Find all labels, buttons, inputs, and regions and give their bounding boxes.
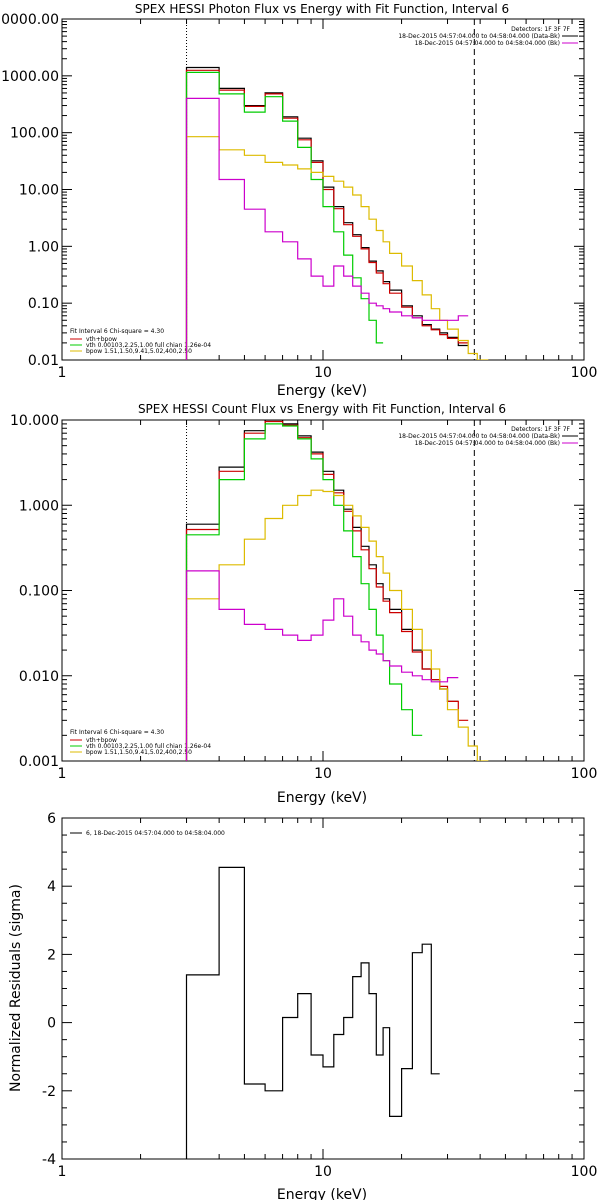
y-tick-label: 1.00 <box>28 239 59 255</box>
y-tick-label: 0000.00 <box>1 12 59 28</box>
x-tick-label: 100 <box>571 1164 598 1180</box>
series-vth <box>185 423 423 761</box>
legend-fit-interval: Fit Interval 6 Chi-square = 4.30 <box>70 328 164 335</box>
legend-top-right: Detectors: 1F 3F 7F 18-Dec-2015 04:57:04… <box>398 426 578 447</box>
x-axis-label: Energy (keV) <box>277 1187 367 1200</box>
x-tick-label: 100 <box>571 365 598 381</box>
chart-title: SPEX HESSI Count Flux vs Energy with Fit… <box>138 402 506 416</box>
y-tick-label: -2 <box>42 1084 56 1100</box>
legend-data-bk: 18-Dec-2015 04:57:04.000 to 04:58:04.000… <box>398 33 560 40</box>
series-bpow <box>185 136 489 360</box>
legend-bpow: bpow 1.51,1.50,9.41,5.02,400,2.50 <box>86 749 192 756</box>
y-tick-label: -4 <box>42 1152 56 1168</box>
legend-top-right: Detectors: 1F 3F 7F 18-Dec-2015 04:57:04… <box>398 26 578 47</box>
x-tick-label: 10 <box>314 365 332 381</box>
series-total <box>185 420 469 761</box>
y-tick-label: 100.00 <box>10 126 59 142</box>
x-tick-label: 100 <box>571 766 598 782</box>
series-total <box>185 69 469 360</box>
x-tick-label: 1 <box>58 365 67 381</box>
x-tick-label: 10 <box>314 1164 332 1180</box>
y-tick-label: 6 <box>47 811 56 827</box>
y-tick-label: 2 <box>47 947 56 963</box>
y-tick-label: 1000.00 <box>1 69 59 85</box>
legend-detectors: Detectors: 1F 3F 7F <box>511 26 570 33</box>
x-axis-label: Energy (keV) <box>277 790 367 806</box>
legend-data-bk: 18-Dec-2015 04:57:04.000 to 04:58:04.000… <box>398 433 560 440</box>
y-tick-label: 10.000 <box>10 413 59 429</box>
y-tick-label: 10.00 <box>19 183 59 199</box>
legend-residuals: 6, 18-Dec-2015 04:57:04.000 to 04:58:04.… <box>86 830 225 837</box>
y-tick-label: 4 <box>47 879 56 895</box>
y-tick-label: 0.10 <box>28 296 59 312</box>
y-tick-label: 0.010 <box>19 669 59 685</box>
count-flux-panel: SPEX HESSI Count Flux vs Energy with Fit… <box>10 402 597 806</box>
legend-bpow: bpow 1.51,1.50,9.41,5.02,400,2.50 <box>86 348 192 355</box>
legend-detectors: Detectors: 1F 3F 7F <box>511 426 570 433</box>
x-tick-label: 1 <box>58 1164 67 1180</box>
x-axis-label: Energy (keV) <box>277 383 367 399</box>
residuals-panel: Energy (keV) Normalized Residuals (sigma… <box>8 811 597 1200</box>
legend-top-left: 6, 18-Dec-2015 04:57:04.000 to 04:58:04.… <box>70 830 225 837</box>
plot-frame <box>61 817 585 1160</box>
y-tick-label: 0 <box>47 1016 56 1032</box>
legend-bk: 18-Dec-2015 04:57:04.000 to 04:58:04.000… <box>415 40 560 47</box>
legend-total: vth+bpow <box>86 336 117 343</box>
series-bpow <box>185 489 489 761</box>
y-tick-label: 0.100 <box>19 584 59 600</box>
legend-bottom-left: Fit Interval 6 Chi-square = 4.30 vth+bpo… <box>70 729 211 756</box>
chart-title: SPEX HESSI Photon Flux vs Energy with Fi… <box>135 2 509 16</box>
x-tick-label: 1 <box>58 766 67 782</box>
series-residuals <box>185 866 440 1159</box>
y-axis-label: Normalized Residuals (sigma) <box>8 884 24 1092</box>
x-tick-label: 10 <box>314 766 332 782</box>
series-vth <box>185 71 384 360</box>
legend-vth: vth 0.00103,2.25,1.00 full chian 1.26e-0… <box>86 342 211 349</box>
series-background <box>185 570 459 761</box>
y-tick-label: 0.001 <box>19 754 59 770</box>
series-data <box>185 66 469 360</box>
legend-vth: vth 0.00103,2.25,1.00 full chian 1.26e-0… <box>86 743 211 750</box>
y-tick-label: 1.000 <box>19 498 59 514</box>
legend-fit-interval: Fit Interval 6 Chi-square = 4.30 <box>70 729 164 736</box>
legend-bottom-left: Fit Interval 6 Chi-square = 4.30 vth+bpo… <box>70 328 211 355</box>
legend-total: vth+bpow <box>86 737 117 744</box>
photon-flux-panel: SPEX HESSI Photon Flux vs Energy with Fi… <box>1 2 597 399</box>
series-background <box>185 97 469 360</box>
legend-bk: 18-Dec-2015 04:57:04.000 to 04:58:04.000… <box>415 440 560 447</box>
y-tick-label: 0.01 <box>28 353 59 369</box>
